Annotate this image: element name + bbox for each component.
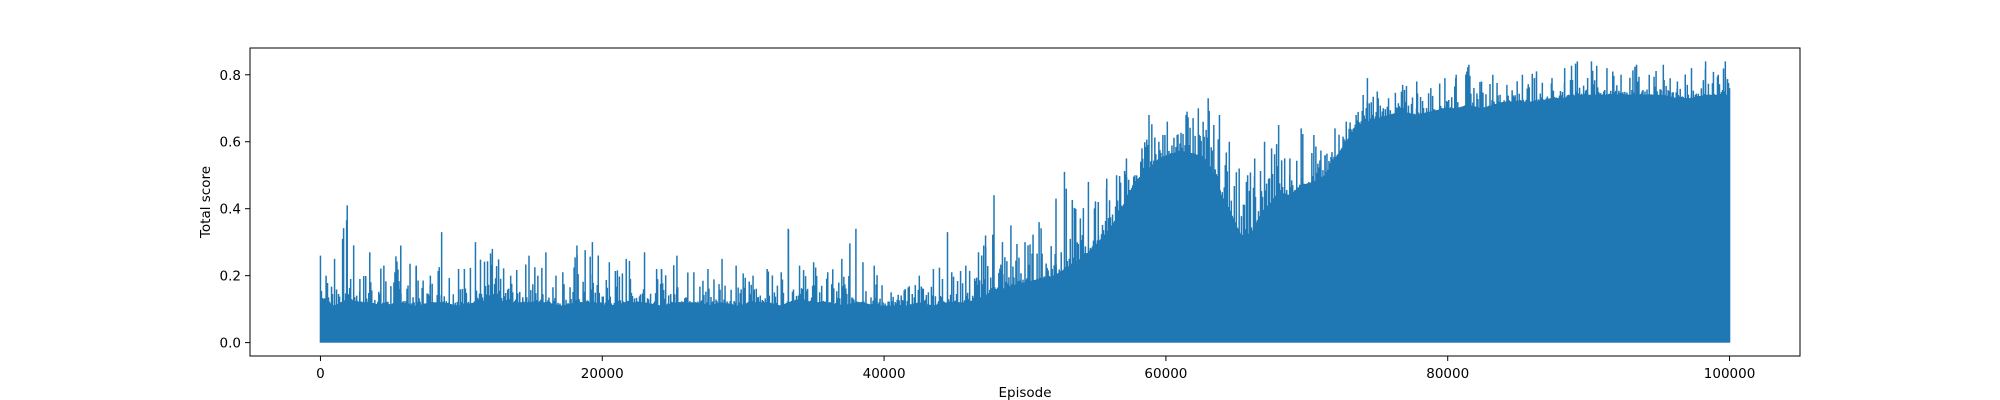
x-tick-label: 100000 (1704, 366, 1756, 382)
x-tick-label: 0 (316, 366, 325, 382)
y-tick-label: 0.6 (220, 135, 241, 151)
x-tick-label: 80000 (1426, 366, 1469, 382)
y-axis: 0.0 0.2 0.4 0.6 0.8 (220, 68, 250, 352)
x-tick-label: 20000 (581, 366, 624, 382)
y-axis-label: Total score (198, 166, 214, 239)
x-tick-label: 40000 (863, 366, 906, 382)
x-tick-label: 60000 (1144, 366, 1187, 382)
plot-area (319, 61, 1731, 343)
y-tick-label: 0.8 (220, 68, 241, 84)
axes-frame (249, 47, 1801, 357)
series-line (319, 61, 1731, 343)
y-tick-label: 0.0 (220, 336, 241, 352)
y-tick-label: 0.2 (220, 269, 241, 285)
y-tick-label: 0.4 (220, 202, 241, 218)
x-axis: 0 20000 40000 60000 80000 100000 (316, 356, 1755, 382)
x-axis-label: Episode (998, 385, 1051, 400)
